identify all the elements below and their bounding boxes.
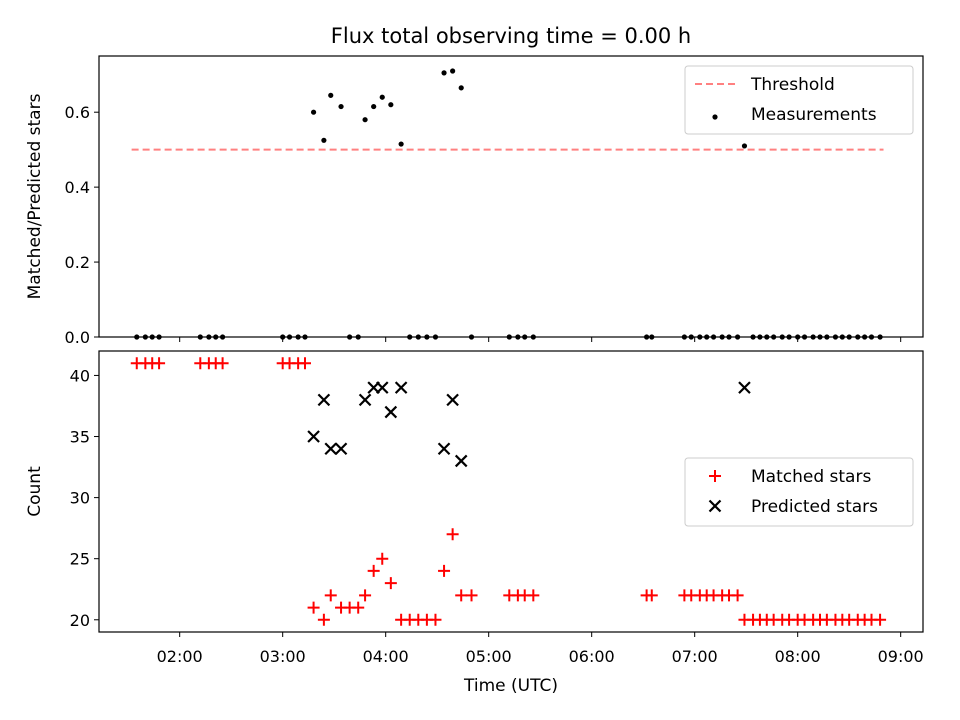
legend-label: Matched stars: [751, 467, 871, 487]
measurement-point: [458, 85, 464, 91]
predicted-star-point: [317, 393, 331, 407]
chart-title: Flux total observing time = 0.00 h: [331, 24, 691, 48]
legend-label: Threshold: [750, 75, 835, 95]
matched-star-point: [429, 613, 442, 626]
bottom-plot-area: 20 25 30 35 40 02:00 03:00 04:00 05:00 06:00 07:00…: [25, 350, 924, 696]
predicted-star-point: [307, 430, 320, 443]
x-tick-label: 06:00: [569, 647, 615, 666]
matched-star-point: [216, 357, 229, 370]
predicted-star-point: [437, 442, 451, 456]
measurement-point: [450, 68, 456, 74]
matched-star-point: [874, 613, 887, 626]
predicted-star-point: [334, 442, 348, 456]
x-axis-label: Time (UTC): [463, 676, 558, 696]
matched-star-point: [153, 357, 166, 370]
top-y-axis-label: Matched/Predicted stars: [25, 93, 45, 299]
matched-star-point: [455, 589, 468, 602]
x-tick-label: 04:00: [363, 647, 409, 666]
bottom-y-tick-label: 40: [70, 366, 90, 385]
matched-star-point: [359, 589, 372, 602]
predicted-star-point: [375, 381, 389, 394]
bottom-axes-frame: [98, 350, 924, 633]
matched-star-point: [731, 589, 744, 602]
x-tick-label: 07:00: [672, 647, 718, 666]
matched-star-point: [438, 564, 451, 577]
predicted-star-point: [394, 381, 408, 394]
measurement-point: [741, 143, 748, 149]
predicted-star-point: [324, 442, 338, 456]
top-y-tick-label: 0.4: [65, 178, 90, 197]
measurement-point: [321, 137, 327, 143]
bottom-y-tick-label: 30: [70, 489, 90, 508]
legend-label: Predicted stars: [751, 497, 878, 517]
measurement-point: [310, 109, 317, 115]
bottom-legend-box: [684, 457, 914, 527]
bottom-y-tick-label: 35: [70, 428, 90, 447]
measurement-point: [328, 92, 334, 98]
matched-star-point: [376, 552, 389, 565]
matched-star-point: [645, 589, 658, 602]
top-y-tick-label: 0.0: [65, 328, 90, 347]
measurement-point: [398, 141, 404, 147]
measurement-point: [388, 102, 394, 108]
matched-star-point: [324, 589, 337, 602]
measurement-point: [338, 103, 344, 110]
matched-star-point: [307, 601, 320, 614]
predicted-star-point: [384, 405, 398, 419]
top-legend-box: [684, 65, 914, 135]
matched-star-point: [352, 601, 365, 614]
matched-star-point: [446, 528, 459, 541]
legend-measurement-swatch: [712, 114, 718, 120]
matched-star-point: [527, 589, 540, 602]
x-tick-label: 08:00: [775, 647, 821, 666]
top-y-tick-label: 0.6: [65, 103, 90, 122]
legend-matched-swatch: [709, 470, 721, 482]
x-tick-label: 02:00: [157, 647, 203, 666]
x-tick-label: 09:00: [878, 647, 924, 666]
measurement-point: [379, 94, 385, 100]
matched-star-point: [384, 577, 397, 590]
bottom-y-axis-label: Count: [25, 466, 45, 517]
top-plot-area: 0.0 0.2 0.4 0.6 Matched/Predicted stars Thres…: [25, 55, 924, 347]
bottom-y-tick-label: 20: [70, 611, 90, 630]
matched-star-point: [367, 564, 380, 577]
predicted-star-point: [358, 393, 372, 407]
measurement-point: [441, 70, 447, 76]
measurement-point: [371, 103, 377, 110]
matched-star-point: [317, 613, 330, 626]
measurement-point: [362, 117, 368, 123]
predicted-star-point: [738, 381, 751, 394]
x-tick-label: 05:00: [466, 647, 512, 666]
matched-star-point: [465, 589, 478, 602]
predicted-star-point: [454, 454, 468, 468]
top-y-tick-label: 0.2: [65, 253, 90, 272]
top-axes-frame: [98, 55, 924, 338]
legend-predicted-swatch: [708, 499, 722, 513]
legend-label: Measurements: [751, 105, 877, 125]
matched-star-point: [299, 357, 311, 370]
predicted-star-point: [446, 393, 459, 407]
bottom-y-tick-label: 25: [70, 550, 90, 569]
x-tick-label: 03:00: [260, 647, 306, 666]
